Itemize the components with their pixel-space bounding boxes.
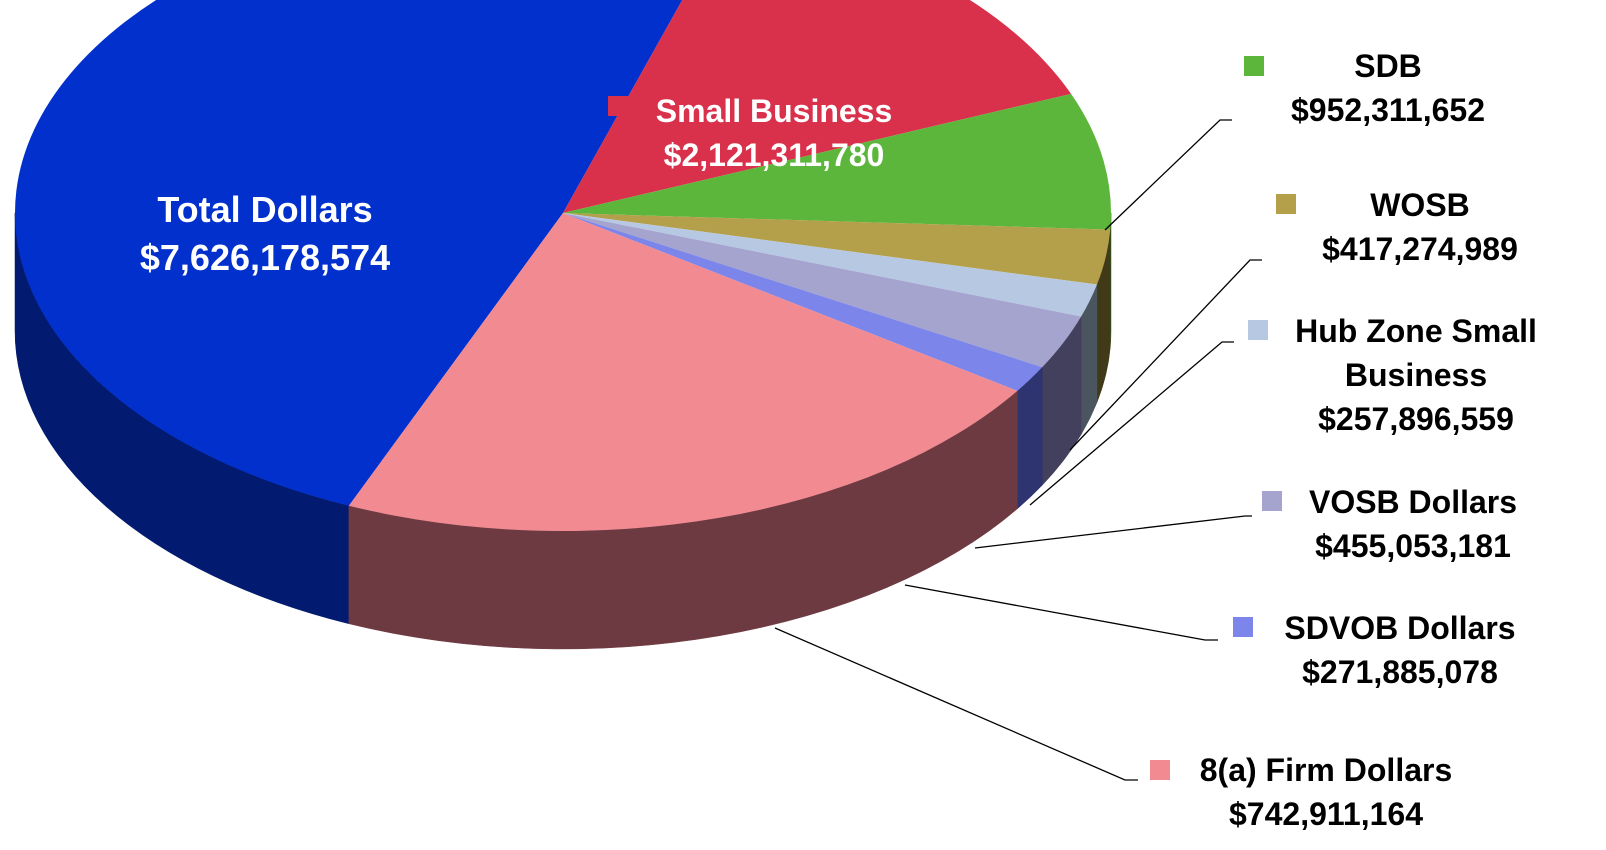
leader-line-sdb (1104, 119, 1232, 231)
slice-label-hubzone: Hub Zone Small (1295, 313, 1537, 349)
slice-value-hubzone: $257,896,559 (1318, 401, 1514, 437)
legend-marker-small (608, 96, 628, 116)
pie-slice-wosb (563, 213, 1111, 285)
pie-slice-sdb (563, 93, 1111, 230)
leader-line-hubzone (1029, 341, 1234, 506)
slice-label-sdb: SDB (1354, 48, 1422, 84)
slice-value-sdb: $952,311,652 (1291, 92, 1485, 128)
slice-labels: Total Dollars $7,626,178,574 Small Busines… (140, 48, 1537, 832)
pie-slice-total (14, 0, 683, 506)
slice-value-sdvob: $271,885,078 (1302, 654, 1498, 690)
pie-slice-vosb (563, 213, 1082, 368)
slice-value-vosb: $455,053,181 (1315, 528, 1511, 564)
pie-tops (14, 0, 1111, 531)
pie-slice-sdvob (563, 213, 1043, 391)
legend-marker-eighta (1150, 760, 1170, 780)
slice-label-hubzone: Business (1345, 357, 1487, 393)
slice-label-small: Small Business (656, 93, 893, 129)
pie-side-total (14, 212, 350, 625)
legend-marker-vosb (1262, 491, 1282, 511)
slice-label-total: Total Dollars (157, 189, 372, 230)
slice-value-total: $7,626,178,574 (140, 237, 390, 278)
leader-lines (774, 119, 1262, 781)
slice-label-sdvob: SDVOB Dollars (1284, 610, 1515, 646)
pie-slice-hubzone (563, 213, 1097, 317)
leader-line-vosb (974, 515, 1252, 549)
legend-marker-sdb (1244, 56, 1264, 76)
pie-slice-small (563, 0, 1072, 213)
slice-value-small: $2,121,311,780 (664, 137, 885, 173)
slice-label-wosb: WOSB (1370, 187, 1470, 223)
slice-value-wosb: $417,274,989 (1322, 231, 1518, 267)
slice-label-vosb: VOSB Dollars (1309, 484, 1517, 520)
leader-line-sdvob (904, 584, 1218, 641)
pie-slice-eighta (348, 213, 1018, 531)
legend-marker-sdvob (1233, 617, 1253, 637)
legend-marker-wosb (1276, 194, 1296, 214)
slice-value-eighta: $742,911,164 (1229, 796, 1423, 832)
leader-line-wosb (1069, 259, 1262, 451)
leader-line-eighta (774, 627, 1138, 781)
legend-marker-hubzone (1248, 320, 1268, 340)
pie-side-sdvob (1017, 366, 1043, 510)
pie-sides (14, 212, 1112, 650)
slice-label-eighta: 8(a) Firm Dollars (1200, 752, 1453, 788)
